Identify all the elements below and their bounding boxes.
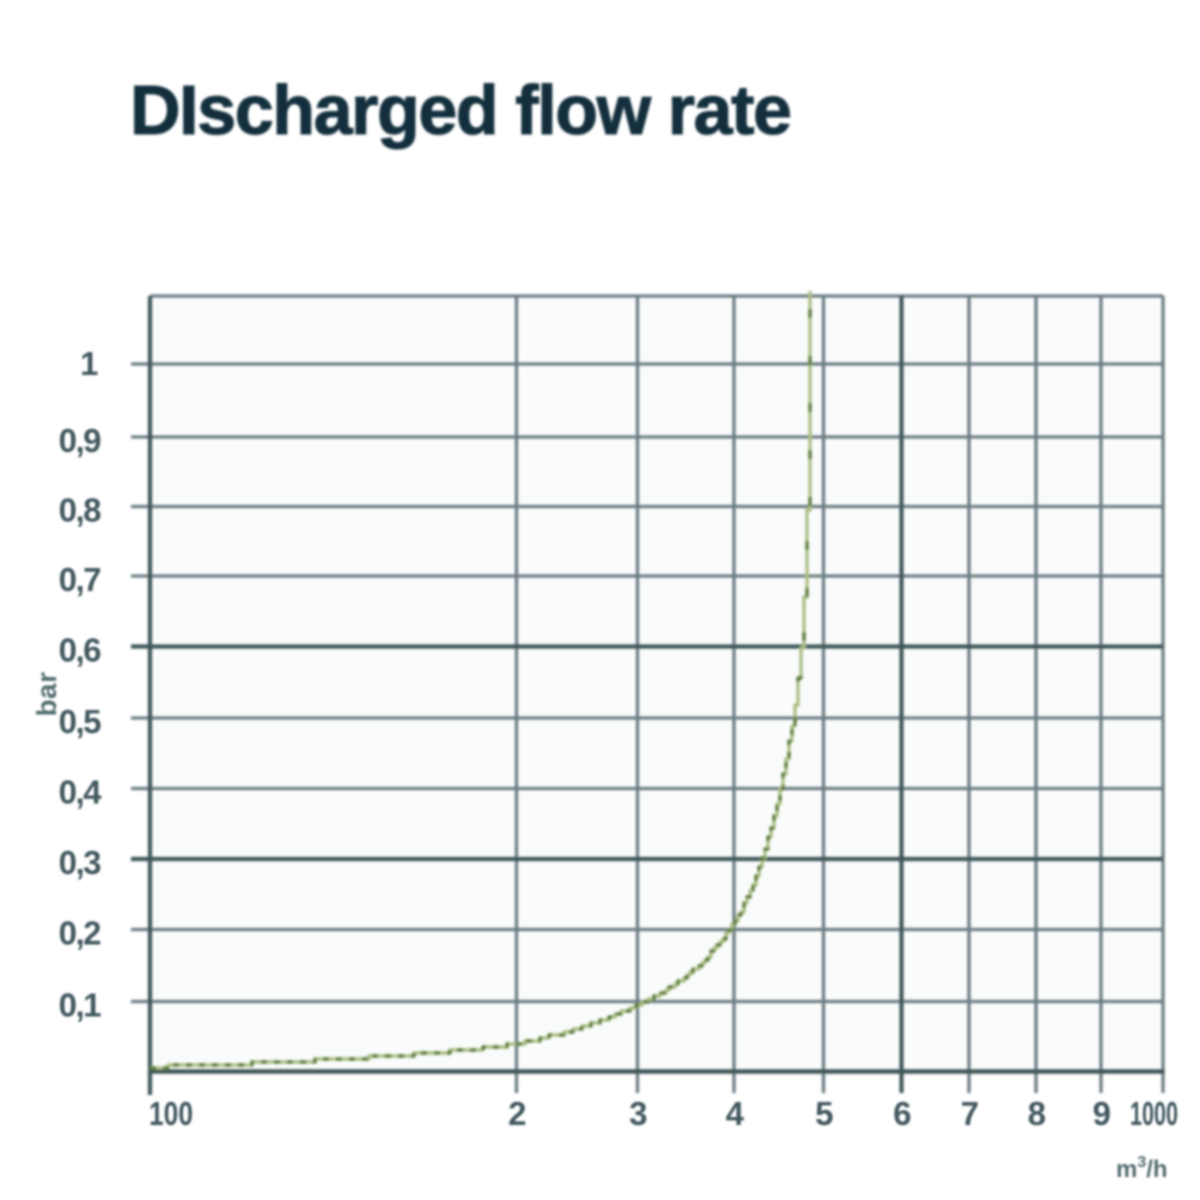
svg-text:0,3: 0,3 [59,844,102,881]
svg-text:7: 7 [961,1095,978,1132]
svg-text:0,2: 0,2 [59,915,102,952]
svg-text:bar: bar [31,671,62,716]
svg-text:3: 3 [629,1095,647,1132]
svg-text:0,6: 0,6 [59,632,102,669]
svg-text:8: 8 [1028,1095,1046,1132]
svg-text:0,1: 0,1 [59,987,102,1024]
svg-text:0,8: 0,8 [59,492,102,529]
svg-text:9: 9 [1093,1095,1111,1132]
svg-text:m3/h: m3/h [1116,1154,1168,1183]
svg-text:5: 5 [815,1095,833,1132]
svg-text:6: 6 [893,1095,911,1132]
svg-text:2: 2 [508,1095,526,1132]
svg-text:0,5: 0,5 [59,703,102,740]
svg-text:0,4: 0,4 [59,774,103,811]
svg-text:4: 4 [726,1095,745,1132]
svg-text:0,9: 0,9 [59,422,102,459]
svg-text:100: 100 [149,1095,193,1132]
svg-text:1000: 1000 [1130,1095,1178,1132]
svg-text:0,7: 0,7 [59,561,101,598]
svg-text:1: 1 [80,345,98,382]
